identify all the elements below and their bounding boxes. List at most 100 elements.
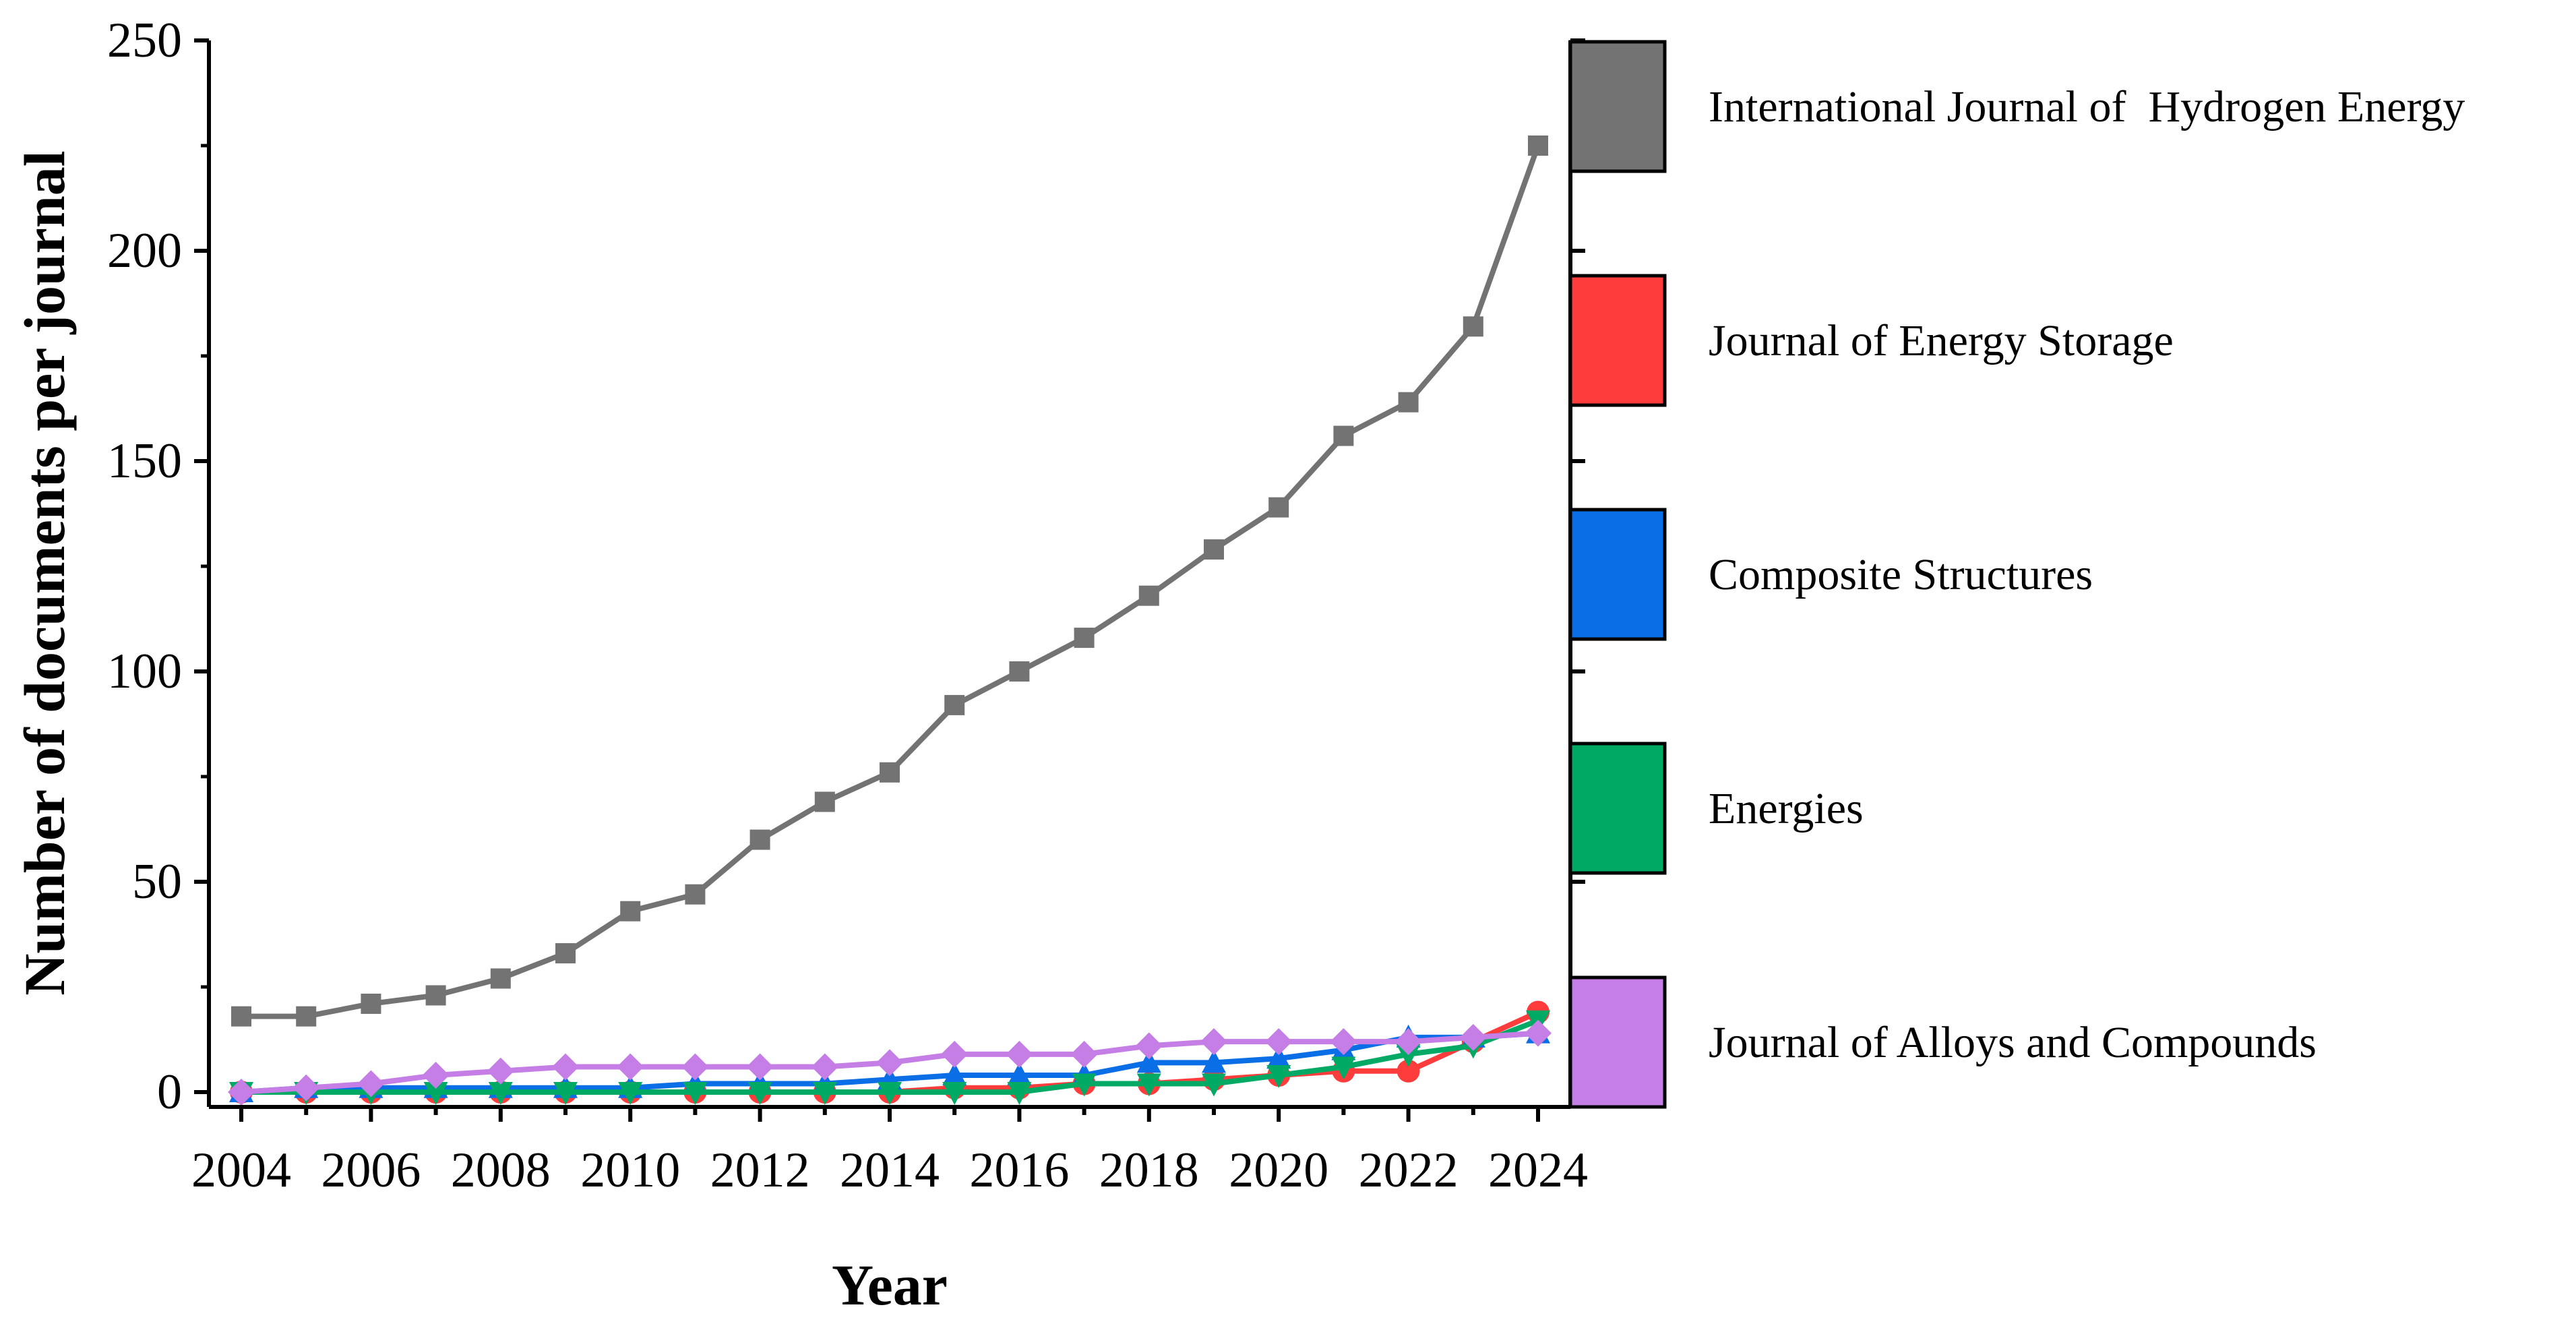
data-point (1138, 585, 1159, 606)
data-point (746, 1053, 774, 1081)
data-point (812, 1082, 837, 1105)
legend-item: Journal of Energy Storage (1568, 274, 2174, 407)
data-point (681, 1053, 709, 1081)
legend-label: Journal of Alloys and Compounds (1709, 1018, 2317, 1067)
legend-item: Composite Structures (1568, 508, 2093, 641)
data-point (357, 1070, 385, 1097)
data-point (620, 901, 641, 922)
y-axis-title: Number of documents per journal (12, 150, 77, 995)
legend-item: Energies (1568, 742, 1864, 875)
data-point (747, 1082, 772, 1105)
data-point (1265, 1028, 1293, 1056)
data-point (617, 1053, 644, 1081)
data-point (1136, 1050, 1161, 1073)
data-point (814, 791, 835, 812)
data-point (488, 1082, 513, 1105)
data-point (487, 1057, 514, 1085)
legend-item: International Journal of Hydrogen Energy (1568, 40, 2465, 173)
y-tick-label: 100 (107, 644, 182, 699)
data-point (555, 943, 576, 964)
data-point (425, 985, 446, 1006)
data-point (553, 1082, 578, 1105)
data-point (944, 694, 965, 715)
legend-label: Journal of Energy Storage (1709, 316, 2174, 365)
x-tick-label: 2006 (321, 1143, 421, 1198)
data-point (683, 1082, 708, 1105)
data-point (1528, 136, 1548, 156)
legend-item: Journal of Alloys and Compounds (1568, 975, 2317, 1109)
legend: International Journal of Hydrogen Energy… (1568, 40, 2465, 1109)
data-point (941, 1040, 969, 1068)
legend-label: Energies (1709, 784, 1864, 833)
data-point (1459, 1023, 1487, 1051)
data-point (1268, 497, 1289, 518)
data-point (1463, 316, 1483, 337)
data-point (1394, 1028, 1422, 1056)
data-point (1200, 1028, 1227, 1056)
data-point (618, 1082, 643, 1105)
legend-swatch (1568, 274, 1667, 407)
x-tick-label: 2010 (580, 1143, 680, 1198)
data-point (1397, 1059, 1420, 1083)
data-point (1135, 1032, 1163, 1060)
legend-swatch (1568, 40, 1667, 173)
series-layer (228, 136, 1552, 1106)
data-point (1331, 1056, 1356, 1080)
x-tick-label: 2004 (191, 1143, 291, 1198)
data-point (811, 1053, 838, 1081)
data-point (1202, 1050, 1226, 1073)
data-point (942, 1082, 967, 1105)
x-tick-label: 2008 (451, 1143, 551, 1198)
y-tick-label: 50 (132, 854, 182, 909)
data-point (1006, 1040, 1033, 1068)
data-point (296, 1006, 317, 1027)
data-point (942, 1062, 967, 1086)
x-tick-label: 2014 (840, 1143, 940, 1198)
legend-swatch (1568, 508, 1667, 641)
x-tick-label: 2020 (1229, 1143, 1328, 1198)
data-point (749, 829, 770, 850)
x-axis-title: Year (832, 1253, 948, 1317)
ticks: 0 50 100 150 200 250 2004 2006 2008 2010 2012 2014 2… (107, 13, 1588, 1198)
legend-swatch (1568, 742, 1667, 875)
legend-label: International Journal of Hydrogen Energy (1709, 82, 2465, 131)
data-point (1007, 1082, 1032, 1105)
data-point (1009, 661, 1030, 682)
data-point (490, 968, 511, 989)
data-point (1007, 1062, 1032, 1086)
data-point (552, 1053, 579, 1081)
x-tick-label: 2024 (1488, 1143, 1588, 1198)
series-1 (231, 136, 1548, 1027)
data-point (1525, 1019, 1552, 1047)
data-point (293, 1074, 320, 1102)
legend-swatch (1568, 975, 1667, 1109)
data-point (1070, 1040, 1098, 1068)
x-tick-label: 2012 (710, 1143, 810, 1198)
data-point (1202, 1073, 1226, 1097)
data-point (1072, 1073, 1097, 1097)
data-point (1266, 1046, 1291, 1069)
data-point (1396, 1044, 1421, 1067)
data-point (1330, 1028, 1357, 1056)
data-point (231, 1006, 251, 1027)
series-5 (228, 1019, 1552, 1106)
data-point (880, 762, 900, 783)
data-point (228, 1079, 255, 1106)
data-point (1136, 1073, 1161, 1097)
x-tick-label: 2022 (1359, 1143, 1459, 1198)
data-point (1204, 539, 1224, 560)
legend-label: Composite Structures (1709, 550, 2093, 599)
data-point (1074, 628, 1095, 649)
data-point (423, 1082, 448, 1105)
data-point (1398, 392, 1419, 413)
data-point (1266, 1065, 1291, 1089)
data-point (878, 1082, 902, 1105)
y-tick-label: 200 (107, 223, 182, 278)
y-tick-label: 250 (107, 13, 182, 68)
data-point (361, 993, 381, 1014)
y-tick-label: 150 (107, 433, 182, 489)
y-tick-label: 0 (157, 1064, 182, 1120)
x-tick-label: 2016 (969, 1143, 1069, 1198)
